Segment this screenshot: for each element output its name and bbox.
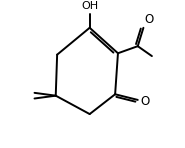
Text: O: O — [140, 95, 149, 108]
Text: OH: OH — [81, 1, 98, 11]
Text: O: O — [145, 13, 154, 26]
